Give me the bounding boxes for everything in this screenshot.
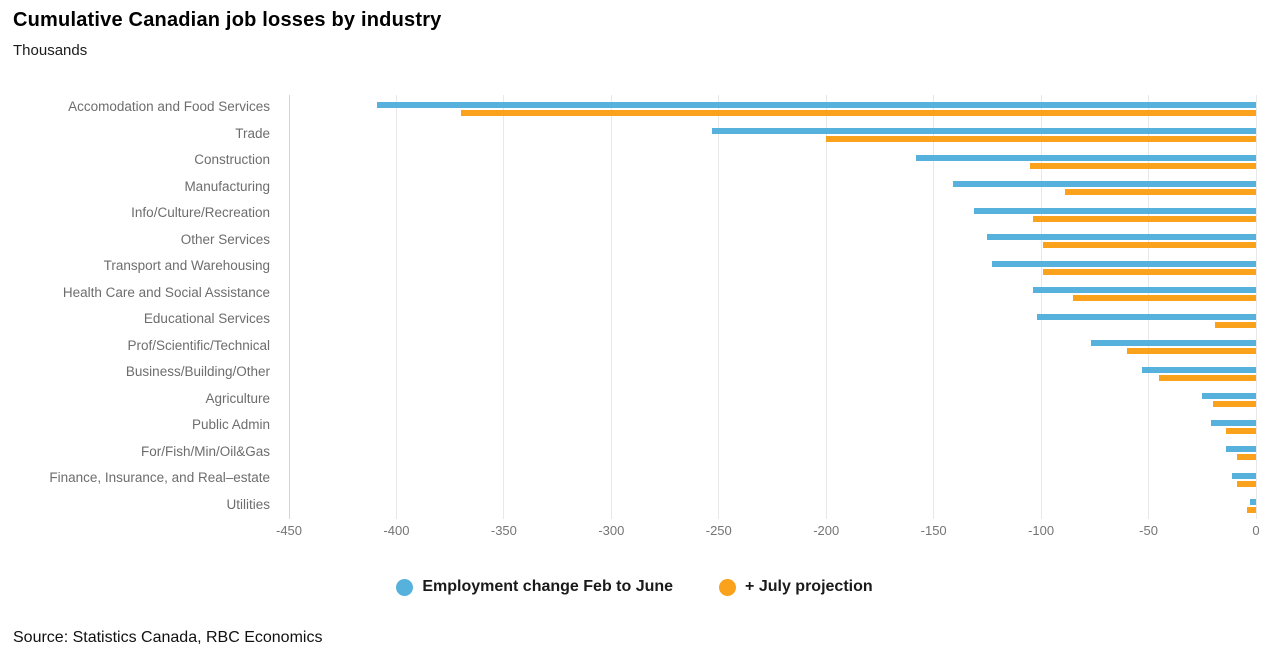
bar-july-projection bbox=[1159, 374, 1256, 381]
gridline bbox=[825, 95, 827, 519]
category-label: Educational Services bbox=[143, 311, 270, 327]
gridline bbox=[1255, 95, 1257, 519]
x-tick-label: -350 bbox=[490, 523, 517, 538]
bar-feb-june bbox=[1036, 313, 1256, 320]
category-label: Finance, Insurance, and Real–estate bbox=[49, 470, 270, 486]
category-label: For/Fish/Min/Oil&Gas bbox=[140, 443, 270, 459]
bar-feb-june bbox=[1032, 287, 1256, 293]
bar-july-projection bbox=[1127, 348, 1256, 354]
bar-feb-june bbox=[1225, 446, 1256, 452]
bar-july-projection bbox=[1043, 268, 1256, 275]
x-tick-label: -200 bbox=[813, 523, 840, 538]
category-label: Transport and Warehousing bbox=[103, 258, 270, 274]
x-tick-label: -450 bbox=[275, 523, 303, 538]
bar-july-projection bbox=[1225, 427, 1256, 434]
x-tick-label: -300 bbox=[598, 523, 625, 538]
gridline bbox=[1040, 95, 1042, 519]
legend: Employment change Feb to June + July pro… bbox=[0, 578, 1269, 596]
bar-july-projection bbox=[1030, 162, 1256, 169]
chart-subtitle: Thousands bbox=[13, 42, 88, 59]
bar-july-projection bbox=[1073, 295, 1256, 301]
category-label: Construction bbox=[194, 152, 270, 168]
category-label: Agriculture bbox=[205, 390, 270, 406]
bar-july-projection bbox=[1236, 454, 1256, 460]
legend-item-feb-june: Employment change Feb to June bbox=[396, 578, 673, 596]
bar-feb-june bbox=[1090, 340, 1256, 346]
x-tick-label: -50 bbox=[1139, 523, 1158, 538]
x-tick-label: -100 bbox=[1028, 523, 1055, 538]
gridline bbox=[503, 95, 505, 519]
category-label: Trade bbox=[235, 125, 270, 141]
chart-title: Cumulative Canadian job losses by indust… bbox=[13, 9, 442, 31]
legend-label-july-projection: + July projection bbox=[745, 578, 873, 595]
bar-july-projection bbox=[1032, 215, 1256, 222]
category-label: Prof/Scientific/Technical bbox=[127, 337, 270, 353]
bar-feb-june bbox=[1210, 419, 1256, 426]
bar-feb-june bbox=[1142, 366, 1256, 373]
category-label: Accomodation and Food Services bbox=[68, 99, 270, 115]
bar-feb-june bbox=[987, 234, 1256, 240]
x-tick-label: -400 bbox=[383, 523, 410, 538]
legend-marker-feb-june-icon bbox=[396, 578, 414, 596]
bar-feb-june bbox=[916, 154, 1256, 161]
bar-july-projection bbox=[826, 136, 1256, 142]
category-label: Utilities bbox=[226, 496, 270, 512]
bar-july-projection bbox=[460, 109, 1256, 116]
x-tick-label: -150 bbox=[920, 523, 947, 538]
bar-feb-june bbox=[974, 207, 1256, 214]
source-note: Source: Statistics Canada, RBC Economics bbox=[13, 629, 323, 646]
legend-marker-july-projection-icon bbox=[719, 578, 737, 596]
category-label: Other Services bbox=[180, 231, 270, 247]
bar-feb-june bbox=[712, 128, 1256, 134]
legend-item-july-projection: + July projection bbox=[719, 578, 873, 596]
bar-july-projection bbox=[1236, 480, 1256, 487]
bar-july-projection bbox=[1064, 189, 1256, 195]
y-axis-line bbox=[288, 95, 290, 519]
bar-feb-june bbox=[953, 181, 1256, 187]
bar-july-projection bbox=[1215, 321, 1256, 328]
category-label: Info/Culture/Recreation bbox=[131, 205, 270, 221]
legend-label-feb-june: Employment change Feb to June bbox=[422, 578, 674, 595]
gridline bbox=[933, 95, 935, 519]
gridline bbox=[1148, 95, 1150, 519]
bar-july-projection bbox=[1247, 507, 1256, 513]
gridline bbox=[395, 95, 397, 519]
category-label: Manufacturing bbox=[184, 178, 270, 194]
bar-july-projection bbox=[1043, 242, 1256, 248]
x-tick-label: -250 bbox=[705, 523, 732, 538]
bar-feb-june bbox=[991, 260, 1256, 267]
bar-feb-june bbox=[1202, 393, 1256, 399]
x-tick-label: 0 bbox=[1252, 523, 1260, 538]
bar-feb-june bbox=[1249, 499, 1256, 505]
bar-feb-june bbox=[377, 101, 1256, 108]
gridline bbox=[718, 95, 720, 519]
bar-july-projection bbox=[1213, 401, 1256, 407]
category-label: Health Care and Social Assistance bbox=[62, 284, 270, 300]
gridline bbox=[610, 95, 612, 519]
category-label: Public Admin bbox=[191, 417, 270, 433]
bar-feb-june bbox=[1232, 472, 1256, 479]
category-label: Business/Building/Other bbox=[125, 364, 270, 380]
